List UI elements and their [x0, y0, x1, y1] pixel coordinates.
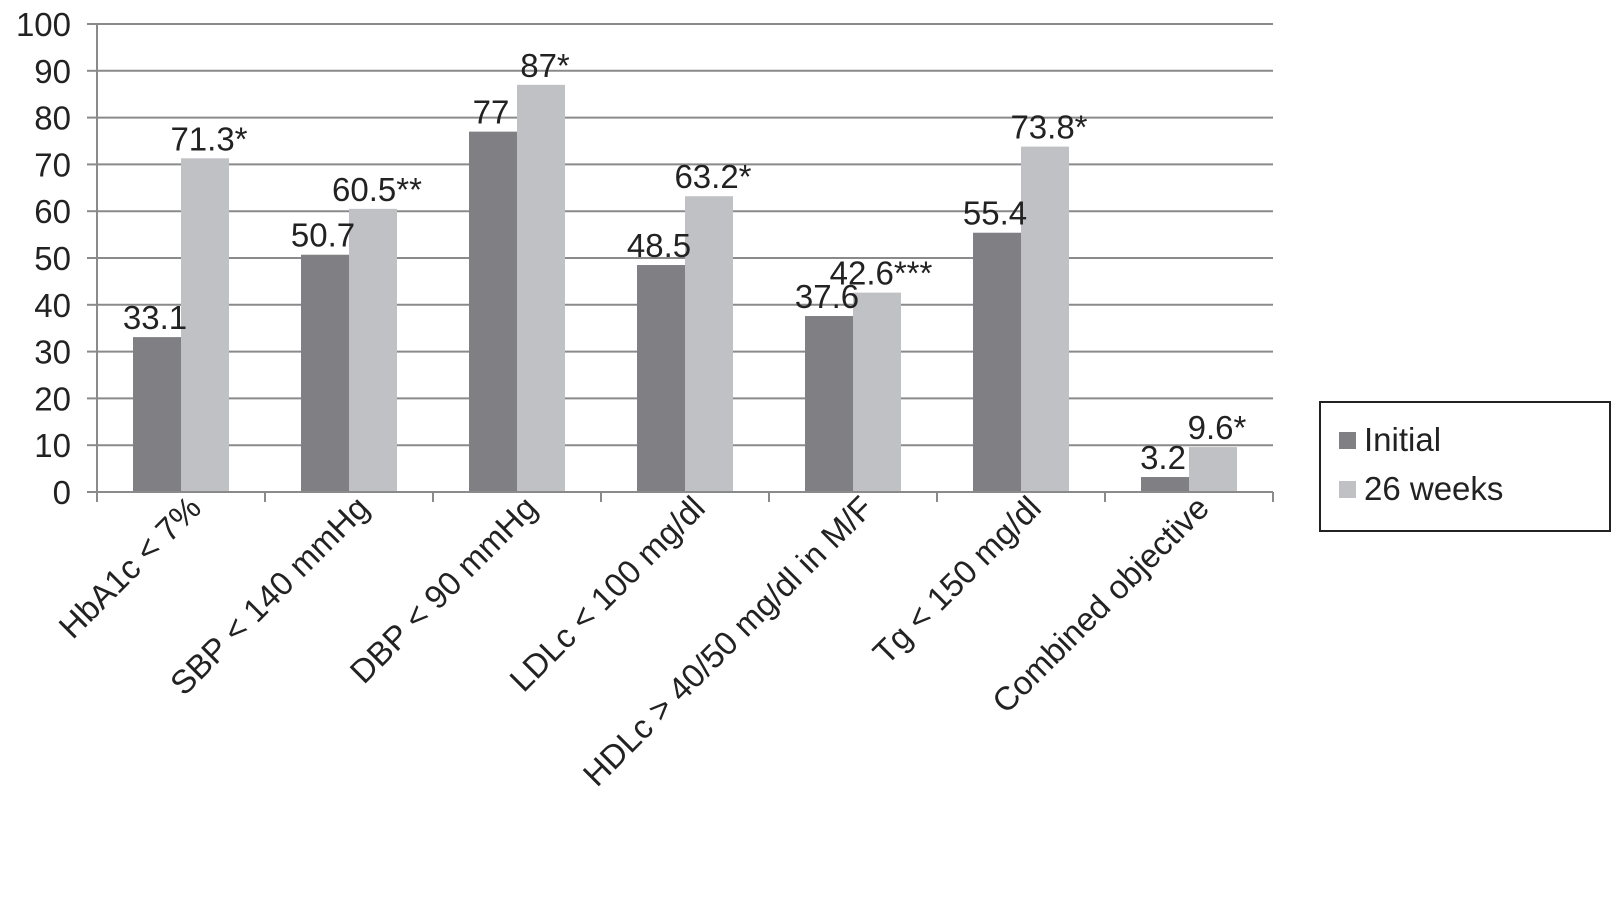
bar-26-weeks: [1021, 146, 1069, 492]
bar-initial: [469, 131, 517, 492]
bars: [133, 84, 1237, 493]
bar-26-weeks: [1189, 447, 1237, 492]
y-tick-label: 50: [34, 240, 71, 277]
y-tick-label: 60: [34, 193, 71, 230]
bar-26-weeks: [349, 208, 397, 493]
bar-initial: [301, 254, 349, 492]
bar-initial: [805, 316, 853, 492]
data-label-26-weeks: 71.3*: [170, 120, 247, 157]
data-label-26-weeks: 9.6*: [1188, 409, 1247, 446]
legend-label-26-weeks: 26 weeks: [1364, 470, 1504, 507]
bar-26-weeks: [181, 158, 229, 493]
data-label-26-weeks: 42.6***: [830, 255, 933, 292]
y-tick-label: 10: [34, 427, 71, 464]
data-label-initial: 33.1: [123, 299, 187, 336]
data-label-26-weeks: 87*: [520, 47, 570, 84]
legend-label-initial: Initial: [1364, 421, 1442, 458]
data-label-26-weeks: 73.8*: [1010, 109, 1087, 146]
legend: Initial 26 weeks: [1319, 401, 1611, 532]
x-category-label: HDLc > 40/50 mg/dl in M/F: [576, 489, 880, 793]
bar-26-weeks: [517, 84, 565, 492]
bar-26-weeks: [685, 196, 733, 492]
bar-initial: [973, 232, 1021, 492]
y-tick-label: 80: [34, 100, 71, 137]
y-axis-ticks: 0 10 20 30 40 50 60 70 80 90 100: [16, 6, 97, 511]
bar-initial: [637, 265, 685, 492]
y-tick-label: 100: [16, 6, 71, 43]
data-label-initial: 3.2: [1140, 439, 1186, 476]
data-labels: 33.1 50.7 77 48.5 37.6 55.4 3.2 71.3* 60.5** 87* 6…: [123, 47, 1247, 476]
bar-26-weeks: [853, 292, 901, 492]
bar-initial: [133, 337, 181, 492]
y-tick-label: 20: [34, 380, 71, 417]
y-tick-label: 0: [53, 474, 71, 511]
y-tick-label: 30: [34, 334, 71, 371]
legend-swatch-26-weeks: [1339, 480, 1356, 498]
bar-initial: [1141, 477, 1189, 492]
legend-swatch-initial: [1339, 431, 1356, 449]
y-tick-label: 40: [34, 287, 71, 324]
data-label-26-weeks: 60.5**: [332, 171, 422, 208]
y-tick-label: 90: [34, 53, 71, 90]
data-label-initial: 50.7: [291, 217, 355, 254]
y-tick-label: 70: [34, 146, 71, 183]
legend-item-initial: Initial: [1339, 421, 1441, 459]
x-category-label: HbA1c < 7%: [51, 489, 208, 646]
x-category-label: Tg < 150 mg/dl: [865, 489, 1047, 671]
legend-item-26-weeks: 26 weeks: [1339, 470, 1503, 508]
data-label-initial: 55.4: [963, 195, 1027, 232]
data-label-initial: 77: [473, 94, 510, 131]
data-label-initial: 48.5: [627, 227, 691, 264]
data-label-26-weeks: 63.2*: [674, 158, 751, 195]
data-label-initial: 37.6: [795, 278, 859, 315]
